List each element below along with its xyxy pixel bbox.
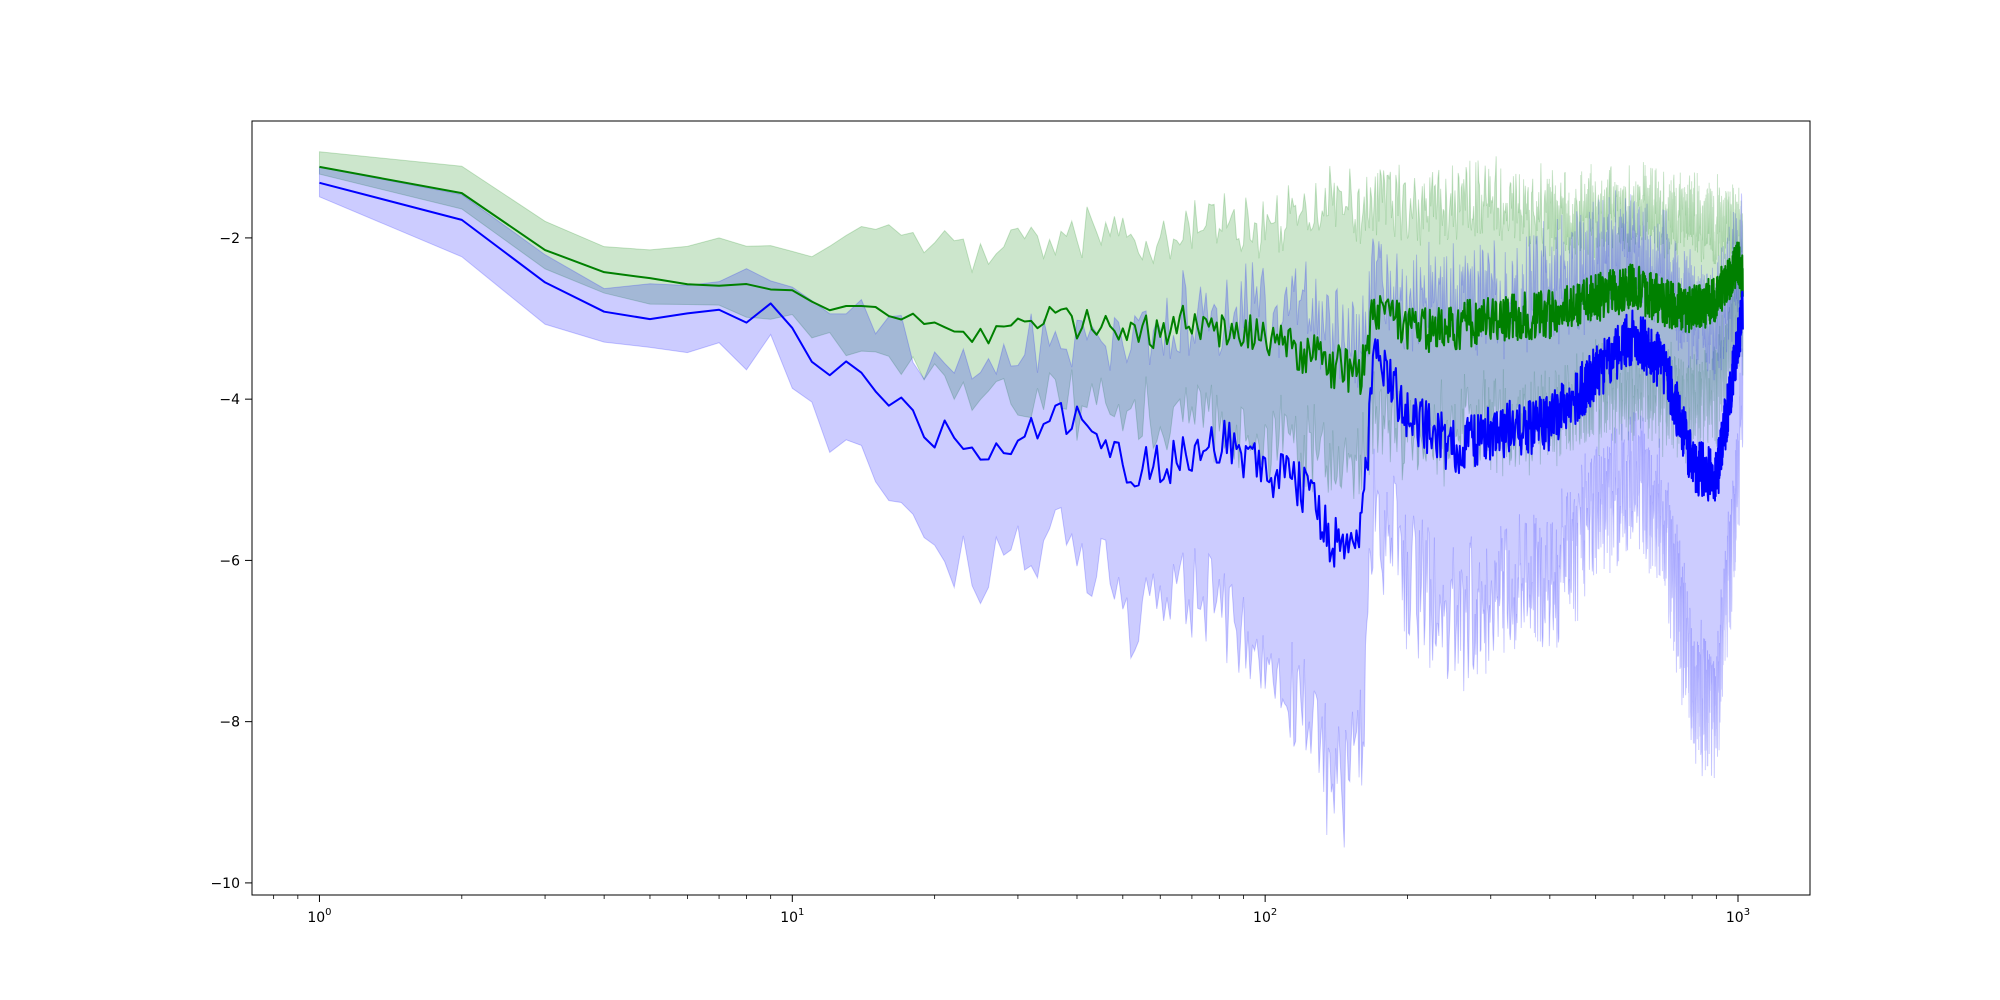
y-tick-label: −10 xyxy=(210,876,240,892)
x-tick-label: 101 xyxy=(780,907,804,926)
x-tick-label: 103 xyxy=(1726,907,1750,926)
y-tick-label: −2 xyxy=(219,231,240,247)
x-tick-label: 102 xyxy=(1253,907,1277,926)
y-tick-label: −4 xyxy=(219,392,240,408)
x-axis: 100 101 102 103 xyxy=(273,895,1750,926)
series-2-band xyxy=(318,166,1744,848)
y-tick-label: −8 xyxy=(219,715,240,731)
band-layer xyxy=(318,151,1744,848)
y-tick-label: −6 xyxy=(219,553,240,569)
plot-area xyxy=(318,151,1744,848)
series-1-line xyxy=(319,165,1744,395)
axes-frame xyxy=(251,120,1811,896)
x-tick-label: 100 xyxy=(307,907,331,926)
series-2-line xyxy=(319,181,1744,568)
series-1-band xyxy=(318,151,1744,500)
y-axis: −2 −4 −6 −8 −10 xyxy=(210,231,252,892)
line-layer xyxy=(319,165,1744,568)
